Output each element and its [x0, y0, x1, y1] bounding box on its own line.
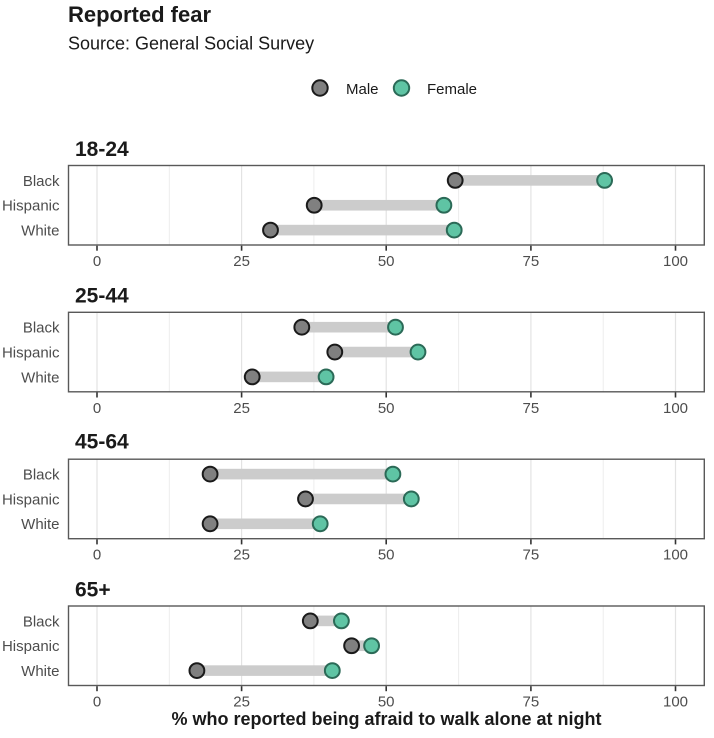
- svg-text:18-24: 18-24: [75, 138, 129, 161]
- svg-text:White: White: [21, 516, 59, 533]
- svg-text:White: White: [21, 369, 59, 386]
- svg-text:Female: Female: [427, 81, 477, 98]
- svg-text:50: 50: [378, 547, 395, 564]
- svg-text:Black: Black: [23, 173, 60, 190]
- svg-text:75: 75: [523, 547, 540, 564]
- svg-text:25: 25: [233, 253, 250, 270]
- svg-text:50: 50: [378, 253, 395, 270]
- svg-text:25: 25: [233, 400, 250, 417]
- svg-text:Hispanic: Hispanic: [2, 198, 60, 215]
- svg-text:25: 25: [233, 694, 250, 711]
- svg-text:50: 50: [378, 694, 395, 711]
- svg-text:Hispanic: Hispanic: [2, 491, 60, 508]
- svg-text:50: 50: [378, 400, 395, 417]
- svg-text:100: 100: [663, 400, 688, 417]
- svg-text:Hispanic: Hispanic: [2, 638, 60, 655]
- svg-text:25-44: 25-44: [75, 285, 129, 308]
- svg-text:75: 75: [523, 400, 540, 417]
- svg-text:Source: General Social Survey: Source: General Social Survey: [68, 34, 314, 54]
- svg-text:25: 25: [233, 547, 250, 564]
- svg-text:Black: Black: [23, 467, 60, 484]
- svg-text:% who reported being afraid to: % who reported being afraid to walk alon…: [171, 709, 601, 729]
- svg-text:Black: Black: [23, 613, 60, 630]
- svg-text:0: 0: [93, 400, 101, 417]
- svg-text:45-64: 45-64: [75, 430, 129, 453]
- svg-text:0: 0: [93, 547, 101, 564]
- svg-text:Black: Black: [23, 320, 60, 337]
- svg-text:65+: 65+: [75, 578, 111, 601]
- svg-text:100: 100: [663, 253, 688, 270]
- svg-text:100: 100: [663, 547, 688, 564]
- svg-text:0: 0: [93, 694, 101, 711]
- svg-text:Hispanic: Hispanic: [2, 344, 60, 361]
- svg-text:White: White: [21, 223, 59, 240]
- svg-text:0: 0: [93, 253, 101, 270]
- svg-text:Reported fear: Reported fear: [68, 2, 211, 27]
- svg-text:100: 100: [663, 694, 688, 711]
- svg-text:White: White: [21, 663, 59, 680]
- svg-text:Male: Male: [346, 81, 379, 98]
- svg-text:75: 75: [523, 253, 540, 270]
- svg-text:75: 75: [523, 694, 540, 711]
